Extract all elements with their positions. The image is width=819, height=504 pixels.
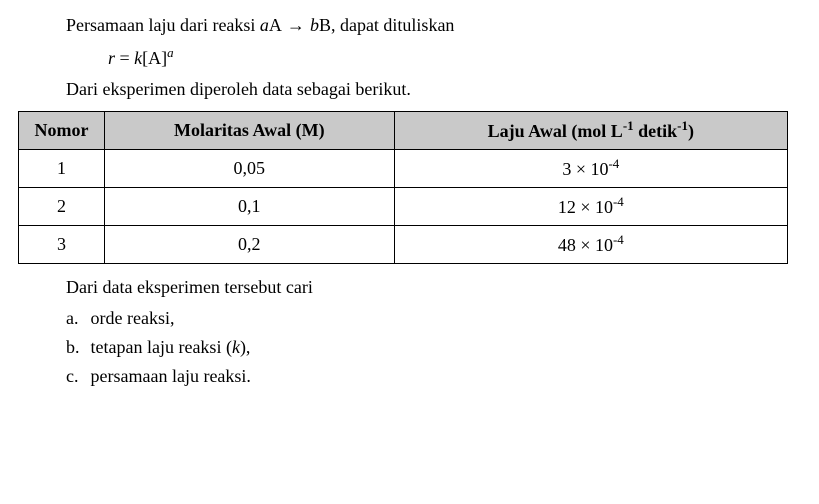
- task-item: a. orde reaksi,: [66, 305, 801, 332]
- table-row: 20,112 × 10-4: [19, 188, 788, 226]
- cell-molaritas: 0,05: [104, 150, 394, 188]
- task-text: persamaan laju reaksi.: [91, 366, 251, 386]
- text: Persamaan laju dari reaksi: [66, 15, 260, 35]
- task-label: b.: [66, 334, 86, 361]
- equals: =: [115, 48, 134, 68]
- cell-nomor: 1: [19, 150, 105, 188]
- task-text: orde reaksi,: [91, 308, 175, 328]
- cell-laju: 3 × 10-4: [394, 150, 787, 188]
- cell-nomor: 2: [19, 188, 105, 226]
- task-label: c.: [66, 363, 86, 390]
- var-k: k: [232, 337, 240, 357]
- sup: -1: [677, 118, 688, 133]
- var-r: r: [108, 48, 115, 68]
- task-text: tetapan laju reaksi (: [91, 337, 232, 357]
- var-k: k: [134, 48, 142, 68]
- intro-line-3: Dari eksperimen diperoleh data sebagai b…: [18, 76, 801, 103]
- intro-line-1: Persamaan laju dari reaksi aA → bB, dapa…: [18, 12, 801, 39]
- cell-nomor: 3: [19, 226, 105, 264]
- text: Laju Awal (mol L: [488, 121, 623, 141]
- task-item: c. persamaan laju reaksi.: [66, 363, 801, 390]
- rate-equation: r = k[A]a: [18, 43, 801, 72]
- cell-molaritas: 0,1: [104, 188, 394, 226]
- species-A: A: [269, 15, 282, 35]
- col-header-molaritas: Molaritas Awal (M): [104, 112, 394, 150]
- arrow-icon: →: [282, 15, 310, 35]
- task-label: a.: [66, 305, 86, 332]
- table-header-row: Nomor Molaritas Awal (M) Laju Awal (mol …: [19, 112, 788, 150]
- exponent-a: a: [167, 45, 173, 60]
- data-table: Nomor Molaritas Awal (M) Laju Awal (mol …: [18, 111, 788, 264]
- col-header-nomor: Nomor: [19, 112, 105, 150]
- cell-molaritas: 0,2: [104, 226, 394, 264]
- cell-laju: 48 × 10-4: [394, 226, 787, 264]
- tasks-lead: Dari data eksperimen tersebut cari: [18, 274, 801, 301]
- task-text: ),: [240, 337, 251, 357]
- cell-laju: 12 × 10-4: [394, 188, 787, 226]
- coef-b: b: [310, 15, 319, 35]
- table-row: 10,053 × 10-4: [19, 150, 788, 188]
- species-A: A: [148, 48, 161, 68]
- table-row: 30,248 × 10-4: [19, 226, 788, 264]
- species-B: B: [319, 15, 331, 35]
- text: ): [688, 121, 694, 141]
- text: detik: [634, 121, 678, 141]
- text: , dapat dituliskan: [331, 15, 454, 35]
- tasks-list: a. orde reaksi, b. tetapan laju reaksi (…: [18, 305, 801, 390]
- col-header-laju: Laju Awal (mol L-1 detik-1): [394, 112, 787, 150]
- sup: -1: [623, 118, 634, 133]
- coef-a: a: [260, 15, 269, 35]
- task-item: b. tetapan laju reaksi (k),: [66, 334, 801, 361]
